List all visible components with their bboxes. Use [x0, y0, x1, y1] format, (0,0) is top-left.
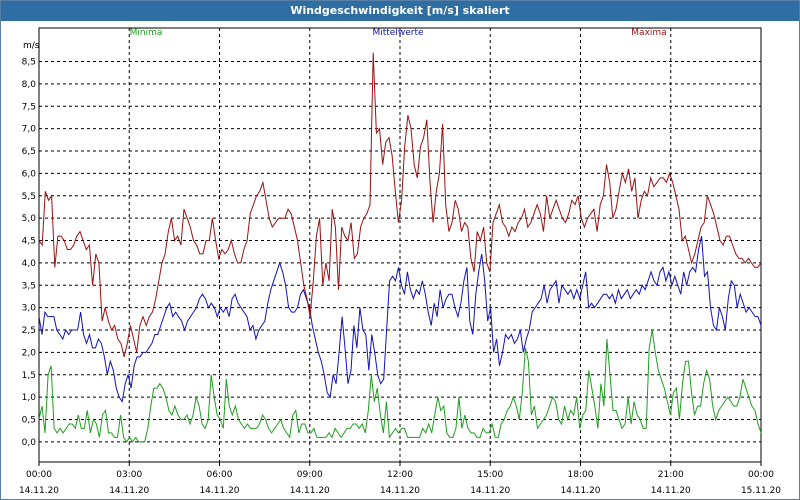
y-tick-label: 5,5: [22, 192, 36, 202]
x-tick-date: 15.11.20: [741, 486, 781, 496]
x-tick-date: 14.11.20: [109, 486, 149, 496]
y-tick-label: 1,0: [22, 393, 37, 403]
legend-mean: Mittelwerte: [372, 28, 423, 38]
y-tick-label: 2,0: [22, 348, 37, 358]
y-tick-label: 3,5: [22, 281, 36, 291]
x-tick-date: 14.11.20: [560, 486, 600, 496]
chart-title: Windgeschwindigkeit [m/s] skaliert: [1, 1, 799, 21]
x-grid: [38, 28, 762, 466]
x-tick-time: 12:00: [387, 470, 413, 480]
x-tick-time: 06:00: [207, 470, 233, 480]
y-tick-label: 6,0: [22, 169, 37, 179]
y-axis-label: m/s: [23, 41, 40, 51]
x-tick-date: 14.11.20: [380, 486, 420, 496]
y-tick-label: 0,5: [22, 415, 36, 425]
legend: Minima Mittelwerte Maxima: [130, 28, 667, 38]
y-tick-label: 4,5: [22, 237, 36, 247]
y-tick-label: 7,0: [22, 125, 37, 135]
y-tick-label: 1,5: [22, 371, 36, 381]
x-tick-time: 21:00: [658, 470, 684, 480]
y-tick-labels: 0,0 0,5 1,0 1,5 2,0 2,5 3,0 3,5 4,0 4,5 5,0 5,5 6,0 6…: [22, 58, 37, 448]
x-tick-date: 14.11.20: [199, 486, 239, 496]
x-tick-date: 14.11.20: [19, 486, 59, 496]
x-tick-time: 00:00: [26, 470, 52, 480]
y-tick-label: 2,5: [22, 326, 36, 336]
y-tick-label: 0,0: [22, 438, 37, 448]
series-line-mean: [38, 235, 762, 403]
x-tick-time: 09:00: [297, 470, 323, 480]
y-tick-label: 6,5: [22, 147, 36, 157]
series-line-max: [38, 52, 762, 358]
x-tick-time: 00:00: [748, 470, 774, 480]
x-tick-time: 03:00: [116, 470, 142, 480]
y-tick-label: 7,5: [22, 102, 36, 112]
x-tick-date: 14.11.20: [651, 486, 691, 496]
y-tick-label: 8,0: [22, 80, 37, 90]
y-grid: [39, 61, 761, 443]
series-layer: [38, 52, 762, 443]
legend-max: Maxima: [631, 28, 666, 38]
series-line-min: [38, 329, 762, 443]
y-tick-label: 8,5: [22, 58, 36, 68]
x-tick-time: 15:00: [477, 470, 503, 480]
x-tick-labels: 00:00 14.11.20 03:00 14.11.20 06:00 14.11.20 0…: [19, 470, 781, 496]
x-tick-date: 14.11.20: [470, 486, 510, 496]
legend-min: Minima: [130, 28, 163, 38]
y-tick-label: 3,0: [22, 304, 37, 314]
x-tick-time: 18:00: [568, 470, 594, 480]
y-tick-label: 4,0: [22, 259, 37, 269]
x-tick-date: 14.11.20: [290, 486, 330, 496]
y-tick-label: 5,0: [22, 214, 37, 224]
